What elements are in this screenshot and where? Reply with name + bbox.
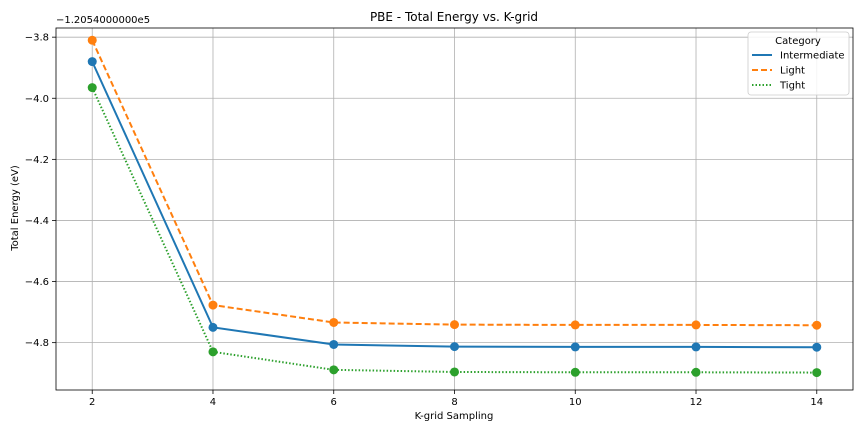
y-tick-label: −3.8 (25, 33, 49, 44)
data-point-light (329, 317, 339, 327)
data-point-light (570, 320, 580, 330)
y-tick-label: −4.4 (25, 216, 49, 227)
data-point-tight (87, 83, 97, 93)
x-tick-label: 4 (210, 397, 216, 408)
data-point-tight (329, 365, 339, 375)
data-point-light (87, 35, 97, 45)
grid (56, 28, 853, 390)
x-tick-label: 10 (569, 397, 582, 408)
series-group (87, 35, 822, 378)
data-point-intermediate (570, 342, 580, 352)
data-point-tight (208, 347, 218, 357)
x-tick-label: 14 (810, 397, 823, 408)
x-tick-label: 12 (690, 397, 703, 408)
x-axis-label: K-grid Sampling (415, 411, 494, 422)
data-point-tight (812, 368, 822, 378)
y-axis-label: Total Energy (eV) (10, 165, 21, 252)
legend: Category Intermediate Light Tight (747, 31, 850, 96)
data-point-intermediate (329, 339, 339, 349)
data-point-intermediate (691, 342, 701, 352)
data-point-intermediate (450, 342, 459, 352)
chart-title: PBE - Total Energy vs. K-grid (370, 10, 538, 24)
data-point-light (208, 300, 218, 310)
x-tick-label: 6 (331, 397, 337, 408)
data-point-tight (450, 367, 459, 377)
x-axis: 2 4 6 8 10 12 14 (89, 390, 823, 408)
y-offset-text: −1.2054000000e5 (56, 15, 150, 26)
data-point-light (450, 320, 459, 330)
y-axis: −4.8 −4.6 −4.4 −4.2 −4.0 −3.8 (25, 33, 56, 349)
y-tick-label: −4.0 (25, 94, 49, 105)
legend-label-light: Light (780, 66, 805, 77)
series-light (87, 35, 822, 330)
data-point-tight (570, 367, 580, 377)
y-tick-label: −4.2 (25, 155, 49, 166)
legend-box (747, 31, 850, 96)
data-point-light (812, 320, 822, 330)
legend-label-tight: Tight (779, 81, 805, 92)
y-tick-label: −4.8 (25, 338, 49, 349)
data-point-light (691, 320, 701, 330)
data-point-intermediate (87, 57, 97, 67)
x-tick-label: 8 (451, 397, 457, 408)
y-tick-label: −4.6 (25, 277, 49, 288)
x-tick-label: 2 (89, 397, 95, 408)
data-point-intermediate (208, 322, 218, 332)
series-tight (87, 83, 822, 378)
series-intermediate (87, 57, 822, 352)
data-point-intermediate (812, 342, 822, 352)
legend-title: Category (775, 36, 821, 47)
data-point-tight (691, 367, 701, 377)
legend-label-intermediate: Intermediate (780, 51, 845, 62)
